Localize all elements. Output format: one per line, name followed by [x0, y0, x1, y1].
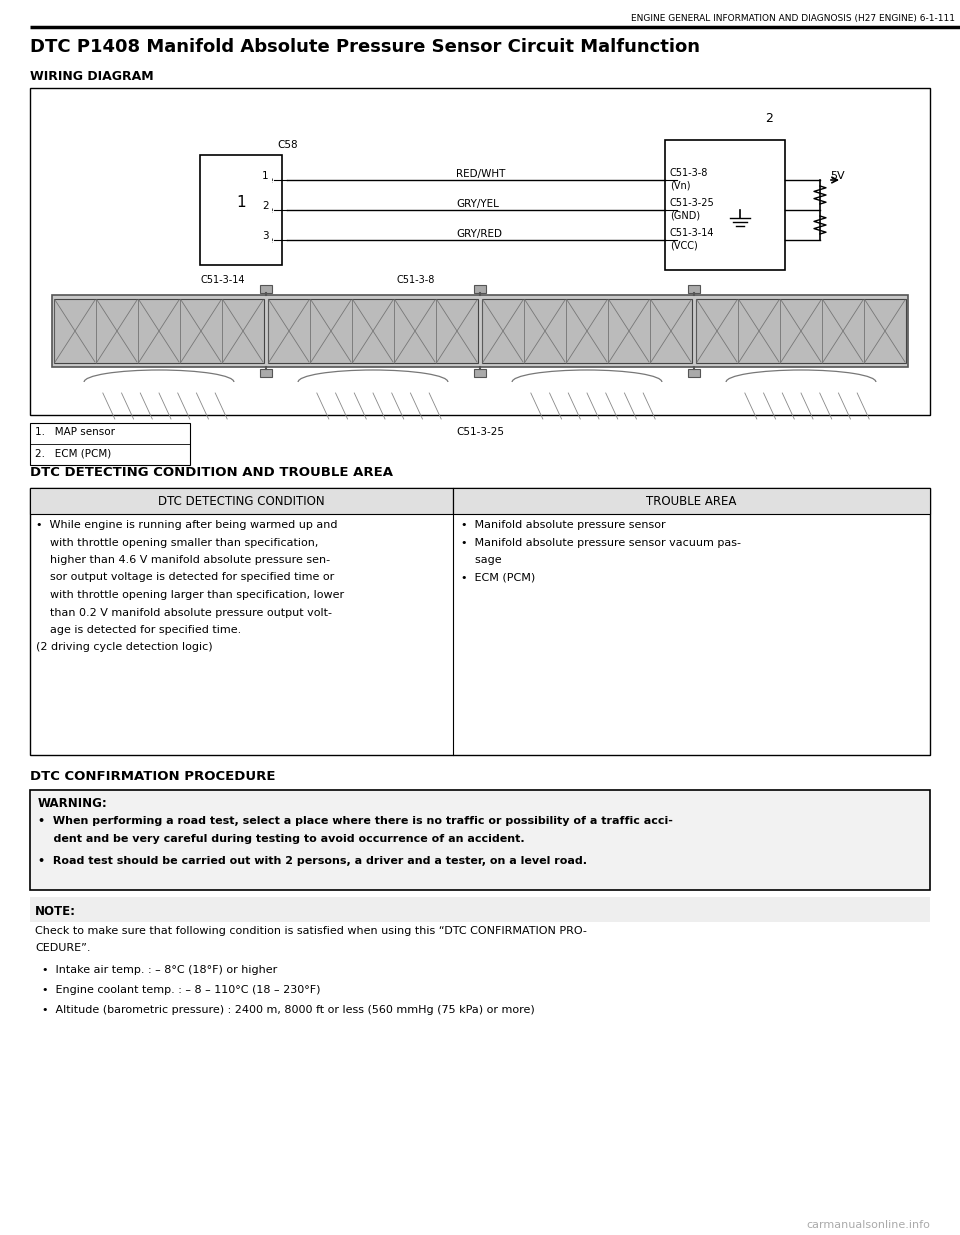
Text: 3: 3 — [262, 231, 269, 241]
Text: GRY/YEL: GRY/YEL — [456, 199, 499, 209]
Text: •  Intake air temp. : – 8°C (18°F) or higher: • Intake air temp. : – 8°C (18°F) or hig… — [42, 965, 277, 974]
Text: 2: 2 — [765, 112, 773, 125]
Text: 5V: 5V — [830, 170, 845, 182]
Text: •  While engine is running after being warmed up and: • While engine is running after being wa… — [36, 520, 338, 530]
Text: C51-3-14: C51-3-14 — [670, 228, 714, 238]
Text: C51-3-25: C51-3-25 — [456, 427, 504, 437]
Text: 1: 1 — [236, 195, 246, 210]
Text: (2 driving cycle detection logic): (2 driving cycle detection logic) — [36, 642, 212, 652]
Text: TROUBLE AREA: TROUBLE AREA — [646, 495, 736, 508]
Bar — [260, 369, 272, 377]
Text: higher than 4.6 V manifold absolute pressure sen-: higher than 4.6 V manifold absolute pres… — [36, 555, 330, 564]
Text: NOTE:: NOTE: — [35, 905, 76, 918]
Text: 2.   ECM (PCM): 2. ECM (PCM) — [35, 448, 111, 458]
Text: C51-3-8: C51-3-8 — [396, 275, 435, 285]
Text: (Vn): (Vn) — [670, 180, 690, 190]
Text: than 0.2 V manifold absolute pressure output volt-: than 0.2 V manifold absolute pressure ou… — [36, 608, 332, 618]
Bar — [54, 299, 264, 363]
Text: •  Altitude (barometric pressure) : 2400 m, 8000 ft or less (560 mmHg (75 kPa) o: • Altitude (barometric pressure) : 2400 … — [42, 1005, 535, 1015]
Bar — [696, 299, 906, 363]
Text: ENGINE GENERAL INFORMATION AND DIAGNOSIS (H27 ENGINE) 6-1-111: ENGINE GENERAL INFORMATION AND DIAGNOSIS… — [631, 14, 955, 23]
Text: RED/WHT: RED/WHT — [456, 169, 505, 179]
Bar — [474, 369, 486, 377]
Text: GRY/RED: GRY/RED — [456, 228, 502, 240]
Bar — [688, 369, 700, 377]
Text: C51-3-14: C51-3-14 — [201, 275, 246, 285]
Bar — [200, 156, 282, 266]
Text: with throttle opening larger than specification, lower: with throttle opening larger than specif… — [36, 590, 344, 600]
Bar — [30, 790, 930, 890]
Text: •  ECM (PCM): • ECM (PCM) — [461, 573, 536, 583]
Bar — [474, 285, 486, 293]
Text: (VCC): (VCC) — [670, 240, 698, 249]
Bar — [30, 488, 930, 755]
Text: CEDURE”.: CEDURE”. — [35, 944, 90, 953]
Text: DTC P1408 Manifold Absolute Pressure Sensor Circuit Malfunction: DTC P1408 Manifold Absolute Pressure Sen… — [30, 38, 700, 56]
Text: C51-3-25: C51-3-25 — [670, 198, 715, 207]
Text: DTC DETECTING CONDITION AND TROUBLE AREA: DTC DETECTING CONDITION AND TROUBLE AREA — [30, 466, 393, 479]
Text: C58: C58 — [277, 140, 298, 149]
Text: sage: sage — [461, 555, 502, 564]
Text: age is detected for specified time.: age is detected for specified time. — [36, 625, 241, 635]
Text: with throttle opening smaller than specification,: with throttle opening smaller than speci… — [36, 537, 319, 547]
Bar — [482, 299, 692, 363]
Bar — [30, 424, 190, 466]
Bar — [688, 285, 700, 293]
Text: 1: 1 — [262, 170, 269, 182]
Bar — [453, 488, 930, 514]
Text: DTC DETECTING CONDITION: DTC DETECTING CONDITION — [158, 495, 324, 508]
Bar — [30, 897, 930, 923]
Text: •  When performing a road test, select a place where there is no traffic or poss: • When performing a road test, select a … — [38, 816, 673, 826]
Text: C51-3-8: C51-3-8 — [670, 168, 708, 178]
Text: WARNING:: WARNING: — [38, 797, 108, 810]
Bar — [52, 295, 908, 367]
Text: 1.   MAP sensor: 1. MAP sensor — [35, 427, 115, 437]
Bar — [260, 285, 272, 293]
Text: sor output voltage is detected for specified time or: sor output voltage is detected for speci… — [36, 573, 334, 583]
Text: dent and be very careful during testing to avoid occurrence of an accident.: dent and be very careful during testing … — [38, 834, 524, 844]
Text: •  Manifold absolute pressure sensor: • Manifold absolute pressure sensor — [461, 520, 665, 530]
Bar — [30, 88, 930, 415]
Text: •  Road test should be carried out with 2 persons, a driver and a tester, on a l: • Road test should be carried out with 2… — [38, 856, 587, 866]
Text: •  Engine coolant temp. : – 8 – 110°C (18 – 230°F): • Engine coolant temp. : – 8 – 110°C (18… — [42, 986, 321, 995]
Text: WIRING DIAGRAM: WIRING DIAGRAM — [30, 70, 154, 83]
Bar — [665, 140, 785, 270]
Text: (GND): (GND) — [670, 210, 700, 220]
Bar — [30, 488, 453, 514]
Text: carmanualsonline.info: carmanualsonline.info — [806, 1220, 930, 1230]
Text: DTC CONFIRMATION PROCEDURE: DTC CONFIRMATION PROCEDURE — [30, 769, 276, 783]
Text: Check to make sure that following condition is satisfied when using this “DTC CO: Check to make sure that following condit… — [35, 926, 587, 936]
Text: •  Manifold absolute pressure sensor vacuum pas-: • Manifold absolute pressure sensor vacu… — [461, 537, 741, 547]
Bar — [268, 299, 478, 363]
Text: 2: 2 — [262, 201, 269, 211]
